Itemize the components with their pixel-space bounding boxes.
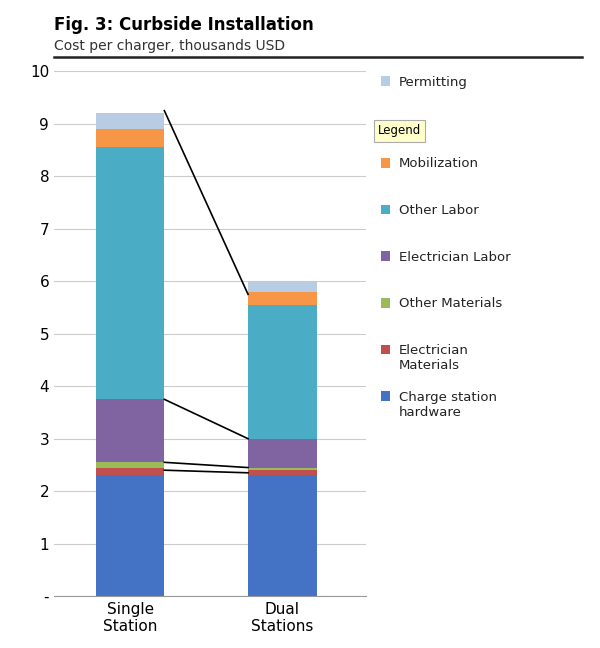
Bar [96,476,164,596]
Bar [248,281,317,292]
Bar [96,147,164,399]
Text: Electrician Labor: Electrician Labor [399,251,511,264]
Bar [96,468,164,476]
Bar [248,468,317,470]
Bar [248,292,317,305]
Text: Electrician
Materials: Electrician Materials [399,344,469,372]
Text: Cost per charger, thousands USD: Cost per charger, thousands USD [54,39,285,53]
Text: Permitting: Permitting [399,76,468,89]
Bar [96,113,164,129]
Bar [248,305,317,439]
Text: Fig. 3: Curbside Installation: Fig. 3: Curbside Installation [54,16,314,34]
Text: Mobilization: Mobilization [399,157,479,170]
Bar [96,129,164,147]
Bar [248,476,317,596]
Bar [248,470,317,476]
Bar [96,462,164,468]
Text: Other Materials: Other Materials [399,297,502,310]
Text: Other Labor: Other Labor [399,204,479,217]
Bar [248,439,317,468]
Text: Charge station
hardware: Charge station hardware [399,391,497,419]
Text: Legend: Legend [378,124,421,137]
Bar [96,399,164,462]
